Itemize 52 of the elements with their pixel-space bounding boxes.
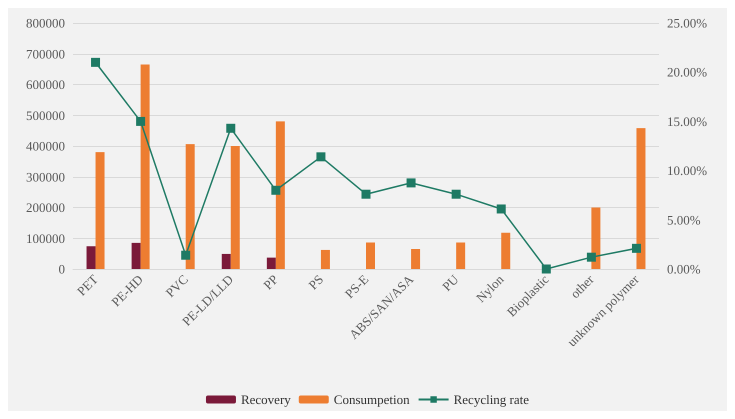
bar bbox=[140, 64, 150, 269]
point bbox=[362, 190, 370, 199]
point bbox=[406, 178, 416, 188]
y-tick-label: 800000 bbox=[26, 16, 65, 30]
bar bbox=[591, 208, 600, 269]
bar bbox=[456, 242, 466, 269]
bar bbox=[86, 246, 96, 269]
bar bbox=[501, 232, 510, 269]
y-tick-label: 700000 bbox=[26, 46, 65, 62]
y-tick-label: 200000 bbox=[26, 200, 65, 215]
bar bbox=[366, 242, 375, 269]
point bbox=[496, 204, 506, 214]
bar bbox=[276, 121, 285, 269]
bar bbox=[132, 242, 141, 269]
y2-tick-label: 25.00% bbox=[667, 16, 708, 30]
y2-tick-label: 5.00% bbox=[667, 212, 701, 228]
x-tick-label: PS bbox=[305, 272, 326, 293]
y-tick-label: 600000 bbox=[26, 77, 65, 92]
point bbox=[542, 264, 551, 274]
bar bbox=[96, 152, 105, 269]
legend-label: Consumpetion bbox=[334, 392, 410, 407]
bar bbox=[266, 258, 276, 269]
bar bbox=[636, 128, 646, 269]
y2-tick-label: 15.00% bbox=[667, 114, 708, 129]
x-tick-label: other bbox=[567, 271, 598, 302]
x-tick-label: PP bbox=[260, 272, 282, 293]
point bbox=[91, 58, 100, 67]
y2-tick-label: 0.00% bbox=[667, 262, 701, 276]
legend-label: Recovery bbox=[240, 392, 292, 407]
y2-tick-label: 20.00% bbox=[667, 64, 708, 80]
point bbox=[136, 116, 146, 126]
point bbox=[271, 186, 280, 195]
y2-tick-label: 10.00% bbox=[667, 163, 708, 178]
x-tick-label: PU bbox=[439, 271, 462, 294]
point bbox=[586, 252, 596, 262]
point bbox=[181, 250, 190, 260]
y-tick-label: 0 bbox=[58, 262, 65, 276]
point bbox=[632, 244, 641, 253]
point bbox=[316, 152, 326, 162]
point bbox=[452, 190, 461, 199]
y-tick-label: 100000 bbox=[26, 230, 65, 246]
bar bbox=[320, 250, 330, 269]
y-tick-label: 400000 bbox=[26, 138, 65, 154]
y-tick-label: 500000 bbox=[26, 108, 65, 123]
point bbox=[226, 124, 236, 133]
legend-label: Recycling rate bbox=[454, 392, 530, 407]
y-tick-label: 300000 bbox=[26, 169, 65, 184]
x-tick-label: PET bbox=[74, 272, 101, 299]
bar bbox=[230, 146, 240, 269]
bar bbox=[222, 254, 231, 269]
bar bbox=[411, 249, 420, 269]
bar bbox=[186, 144, 195, 269]
